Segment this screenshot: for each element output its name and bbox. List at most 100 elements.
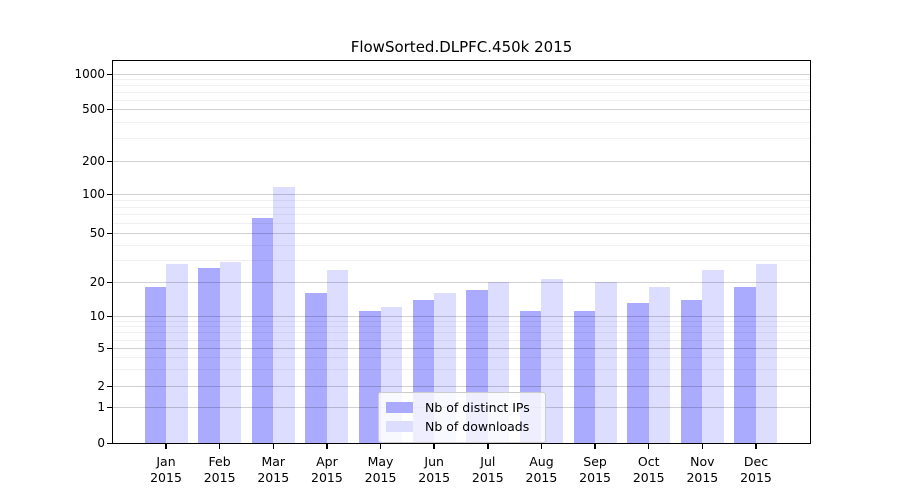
bar-ips-jan — [144, 287, 166, 443]
y-tick-label-500: 500 — [82, 102, 105, 116]
y-tick-1 — [107, 406, 113, 408]
gridline-10 — [113, 316, 810, 317]
chart-title: FlowSorted.DLPFC.450k 2015 — [350, 38, 573, 56]
legend-swatch-downloads — [386, 421, 413, 432]
gridline-minor-40 — [113, 244, 810, 246]
x-tick-label-jan: Jan 2015 — [150, 454, 182, 485]
x-tick-label-aug: Aug 2015 — [525, 454, 558, 485]
legend: Nb of distinct IPs Nb of downloads — [378, 392, 546, 443]
gridline-100 — [113, 194, 810, 195]
gridline-1000 — [113, 74, 810, 75]
y-tick-500 — [107, 108, 113, 110]
y-tick-0 — [107, 442, 113, 444]
gridline-2 — [113, 386, 810, 387]
x-tick-label-jul: Jul 2015 — [471, 454, 504, 485]
gridline-50 — [113, 233, 810, 234]
plot-area: 0 1 2 5 10 20 50 100 200 500 1000 Jan 2015 Feb 2015 Ma… — [74, 60, 811, 485]
gridline-minor-80 — [113, 206, 810, 208]
y-tick-1000 — [107, 73, 113, 75]
x-tick-dec — [755, 443, 757, 449]
bar-downloads-nov — [702, 270, 724, 443]
gridline-minor-400 — [113, 121, 810, 123]
y-tick-5 — [107, 347, 113, 349]
x-tick-feb — [218, 443, 221, 449]
x-tick-sep — [594, 443, 596, 449]
x-tick-label-jun: Jun 2015 — [418, 454, 451, 485]
gridline-200 — [113, 161, 810, 162]
x-tick-jun — [433, 443, 435, 449]
legend-label-distinct-ips: Nb of distinct IPs — [425, 400, 530, 415]
gridline-minor-600 — [113, 99, 810, 101]
x-tick-jan — [165, 443, 167, 449]
bar-ips-apr — [305, 292, 327, 443]
bar-ips-mar — [251, 218, 274, 443]
gridline-minor-90 — [113, 199, 810, 201]
y-tick-200 — [107, 160, 113, 162]
x-tick-label-nov: Nov 2015 — [686, 454, 719, 485]
y-tick-20 — [107, 281, 113, 283]
y-tick-label-100: 100 — [82, 187, 105, 201]
y-tick-label-10: 10 — [89, 309, 105, 323]
gridline-minor-700 — [113, 92, 810, 93]
legend-item-downloads: Nb of downloads — [386, 417, 537, 436]
gridline-minor-4 — [113, 357, 810, 359]
bar-ips-may — [359, 311, 381, 443]
bar-ips-nov — [680, 299, 703, 443]
gridline-500 — [113, 109, 810, 110]
bar-downloads-dec — [755, 264, 778, 443]
gridline-minor-900 — [113, 79, 810, 81]
x-tick-mar — [272, 443, 275, 449]
gridline-minor-9 — [113, 320, 810, 322]
gridline-minor-300 — [113, 137, 810, 139]
y-tick-label-2: 2 — [97, 379, 105, 393]
bar-ips-feb — [198, 267, 220, 443]
bar-downloads-sep — [595, 282, 617, 443]
y-tick-label-1: 1 — [97, 400, 105, 414]
x-tick-label-oct: Oct 2015 — [632, 454, 665, 485]
y-tick-label-20: 20 — [89, 275, 105, 289]
y-tick-10 — [107, 315, 113, 317]
gridline-minor-6 — [113, 339, 810, 341]
x-tick-label-apr: Apr 2015 — [311, 454, 343, 485]
y-tick-100 — [107, 193, 113, 195]
x-tick-jul — [487, 443, 489, 449]
y-tick-label-1000: 1000 — [74, 67, 105, 81]
y-tick-2 — [107, 385, 113, 387]
y-tick-label-5: 5 — [97, 341, 105, 355]
x-tick-label-may: May 2015 — [364, 454, 397, 485]
bar-downloads-oct — [648, 287, 671, 443]
x-tick-nov — [701, 443, 704, 449]
gridline-minor-60 — [113, 222, 810, 224]
bar-downloads-jan — [166, 264, 188, 443]
gridline-minor-30 — [113, 260, 810, 262]
y-tick-label-0: 0 — [97, 436, 105, 450]
x-tick-label-feb: Feb 2015 — [203, 454, 236, 485]
legend-item-distinct-ips: Nb of distinct IPs — [386, 398, 537, 417]
gridline-minor-3 — [113, 369, 810, 371]
legend-label-downloads: Nb of downloads — [425, 419, 530, 434]
gridline-minor-70 — [113, 214, 810, 216]
bar-downloads-feb — [219, 262, 242, 443]
y-tick-label-200: 200 — [82, 154, 105, 168]
bar-ips-oct — [627, 303, 649, 443]
x-tick-aug — [540, 443, 543, 449]
legend-swatch-distinct-ips — [386, 402, 413, 413]
x-tick-label-mar: Mar 2015 — [257, 454, 290, 485]
bar-ips-sep — [573, 311, 596, 443]
x-tick-label-dec: Dec 2015 — [740, 454, 772, 485]
gridline-minor-7 — [113, 332, 810, 334]
gridline-5 — [113, 348, 810, 349]
x-tick-label-sep: Sep 2015 — [579, 454, 611, 485]
x-tick-apr — [326, 443, 328, 449]
y-tick-label-50: 50 — [89, 226, 105, 240]
x-tick-oct — [647, 443, 650, 449]
x-tick-may — [379, 443, 382, 449]
bar-downloads-apr — [326, 270, 349, 443]
bar-ips-dec — [734, 287, 756, 443]
gridline-minor-800 — [113, 85, 810, 87]
gridline-minor-8 — [113, 326, 810, 328]
gridline-20 — [113, 282, 810, 283]
bar-downloads-aug — [541, 279, 563, 443]
bar-downloads-mar — [273, 187, 295, 443]
